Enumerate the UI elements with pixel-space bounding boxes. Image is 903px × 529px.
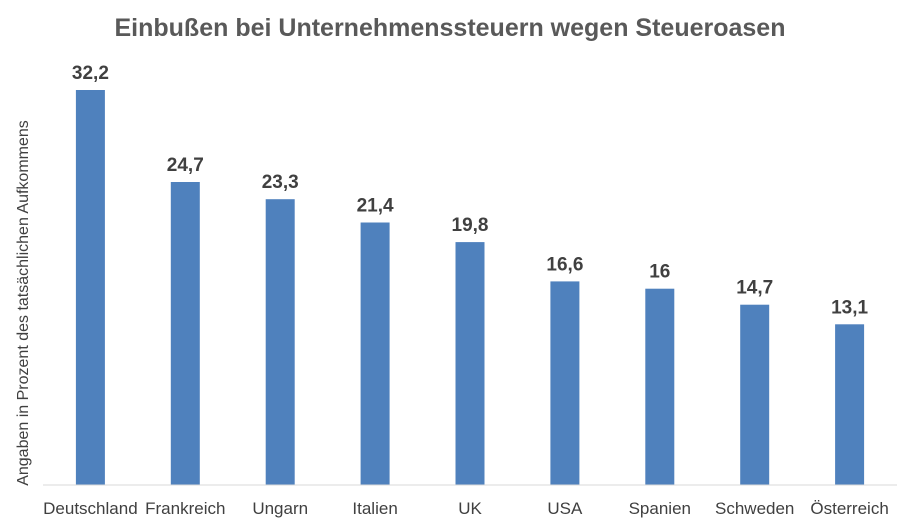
data-label: 16,6 bbox=[546, 254, 583, 275]
x-tick-label: Ungarn bbox=[252, 499, 308, 518]
bar bbox=[645, 288, 675, 485]
x-tick-label: Italien bbox=[352, 499, 397, 518]
x-tick-label: Frankreich bbox=[145, 499, 225, 518]
x-tick-label: Spanien bbox=[629, 499, 691, 518]
x-axis-ticks: Deutschland Frankreich Ungarn Italien UK USA S… bbox=[43, 499, 889, 518]
bar bbox=[170, 182, 200, 485]
data-label: 13,1 bbox=[831, 297, 868, 318]
x-tick-label: Österreich bbox=[810, 499, 888, 518]
bar bbox=[550, 281, 580, 485]
bar bbox=[455, 242, 485, 485]
data-labels: 32,2 24,7 23,3 21,4 19,8 16,6 16 14,7 13,1 bbox=[72, 63, 869, 318]
bar bbox=[360, 222, 390, 485]
x-tick-label: UK bbox=[458, 499, 482, 518]
x-tick-label: Schweden bbox=[715, 499, 794, 518]
data-label: 14,7 bbox=[736, 278, 773, 299]
data-label: 16 bbox=[649, 262, 670, 283]
bar bbox=[265, 199, 295, 485]
data-label: 21,4 bbox=[357, 196, 394, 217]
x-tick-label: Deutschland bbox=[43, 499, 138, 518]
data-label: 23,3 bbox=[262, 172, 299, 193]
data-label: 19,8 bbox=[452, 215, 489, 236]
bar bbox=[835, 324, 865, 485]
data-label: 32,2 bbox=[72, 63, 109, 84]
y-axis-label: Angaben in Prozent des tatsächlichen Auf… bbox=[15, 120, 32, 486]
chart-title: Einbußen bei Unternehmenssteuern wegen S… bbox=[115, 14, 786, 42]
bar bbox=[75, 90, 105, 485]
bar bbox=[740, 304, 770, 485]
bars bbox=[75, 90, 865, 485]
data-label: 24,7 bbox=[167, 155, 204, 176]
x-tick-label: USA bbox=[547, 499, 583, 518]
